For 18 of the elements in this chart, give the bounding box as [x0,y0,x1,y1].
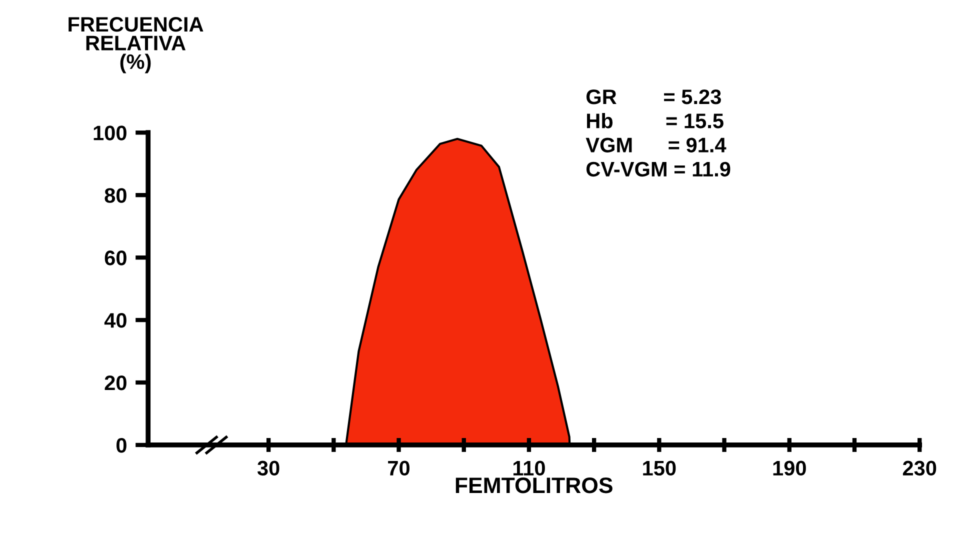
y-tick-label: 60 [104,250,126,266]
x-tick-label: 30 [257,460,280,476]
x-axis-title: FEMTOLITROS [456,477,612,494]
y-tick-label: 20 [104,376,126,390]
text: GR = 5.23 [586,89,721,104]
y-tick-label: 40 [104,313,126,328]
x-tick-label: 70 [388,460,410,476]
y-tick-label: 0 [116,438,126,453]
y-axis-title: FRECUENCIA RELATIVA (%) [68,16,204,74]
x-tick-label: 230 [902,460,936,476]
text: Hb = 15.5 [587,113,724,128]
x-tick-label: 110 [513,460,545,476]
annotation: VGM = 91.4 [586,138,726,152]
x-tick-label: 190 [773,460,806,476]
annotation: CV-VGM = 11.9 [586,162,730,177]
x-tick-label: 150 [643,460,676,476]
y-tick-label: 100 [94,126,126,140]
y-tick-label: 80 [104,188,126,203]
